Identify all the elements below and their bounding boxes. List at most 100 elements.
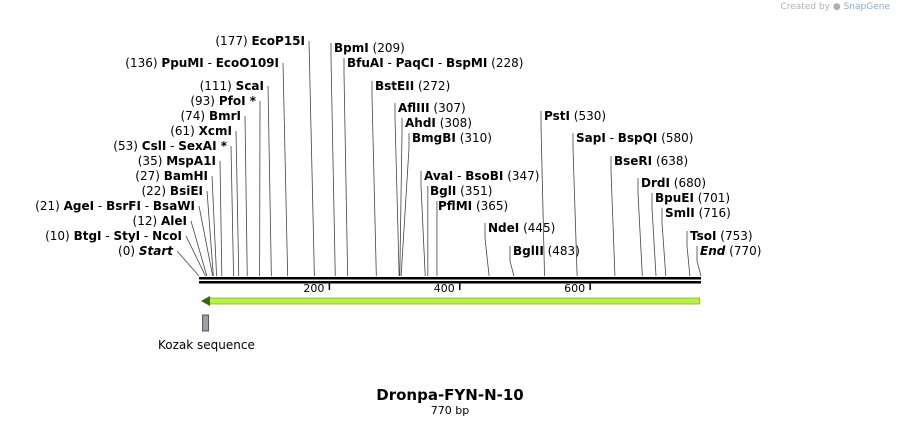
site-connector [211, 175, 218, 277]
site-label: AvaI - BsoBI (347) [424, 169, 539, 183]
site-label: BstEII (272) [375, 79, 450, 93]
site-connector [686, 231, 691, 277]
site-connector [190, 220, 208, 277]
site-enzyme-name: PaqCI [396, 56, 434, 70]
site-connector [235, 130, 240, 277]
site-bsiei: (22) BsiEI [141, 184, 214, 277]
site-bsteii: BstEII (272) [371, 79, 450, 277]
site-label: (22) BsiEI [141, 184, 203, 198]
site-afliii: AflIII (307) [394, 101, 466, 277]
site-label: (93) PfoI * [190, 94, 256, 108]
site-label: BpuEI (701) [655, 191, 730, 205]
site-xcmi: (61) XcmI [170, 124, 240, 277]
site-name-separator: - [606, 131, 618, 145]
site-pflmi: PflMI (365) [436, 199, 508, 276]
site-position: (27) [135, 169, 160, 183]
site-bmri: (74) BmrI [180, 109, 248, 277]
site-enzyme-name: BsrFI [106, 199, 141, 213]
site-name-separator: - [102, 229, 114, 243]
site-position: (136) [125, 56, 157, 70]
site-connector [308, 40, 315, 277]
site-position: (272) [418, 79, 450, 93]
site-position: (35) [138, 154, 163, 168]
site-name-separator: - [140, 229, 152, 243]
site-bseri: BseRI (638) [610, 154, 688, 277]
site-ecop15i: (177) EcoP15I [215, 34, 315, 277]
site-enzyme-name: BglI [430, 184, 456, 198]
site-position: (351) [460, 184, 492, 198]
site-name-separator: - [384, 56, 396, 70]
site-enzyme-name: BmrI [209, 109, 241, 123]
site-tsoi: TsoI (753) [686, 229, 753, 277]
axis-tick-label: 400 [434, 282, 455, 295]
site-enzyme-name: CslI [142, 139, 167, 153]
site-name-separator: - [141, 199, 153, 213]
site-enzyme-name: NdeI [488, 221, 519, 235]
site-enzyme-name: BpuEI [655, 191, 694, 205]
site-position: (716) [699, 206, 731, 220]
backbone-top-strand [199, 277, 701, 280]
site-connector [540, 111, 545, 277]
axis-tick-label: 600 [564, 282, 585, 295]
site-label: (53) CslI - SexAI * [113, 139, 227, 153]
site-label: (21) AgeI - BsrFI - BsaWI [35, 199, 195, 213]
site-position: (701) [698, 191, 730, 205]
site-alei: (12) AleI [133, 214, 208, 277]
site-label: SapI - BspQI (580) [576, 131, 693, 145]
site-enzyme-name: BpmI [334, 41, 369, 55]
site-connector [661, 208, 667, 277]
site-bamhi: (27) BamHI [135, 169, 218, 277]
site-connector [509, 246, 515, 277]
site-position: (483) [548, 244, 580, 258]
site-bmgbi: BmgBI (310) [400, 131, 492, 277]
site-enzyme-name: SexAI * [178, 139, 227, 153]
site-position: (638) [656, 154, 688, 168]
site-connector [219, 160, 223, 277]
site-enzyme-name: AvaI [424, 169, 453, 183]
site-position: (21) [35, 199, 60, 213]
site-enzyme-name: MspA1I [166, 154, 216, 168]
site-enzyme-name: AflIII [398, 101, 430, 115]
site-position: (580) [661, 131, 693, 145]
site-enzyme-name: BmgBI [412, 131, 456, 145]
site-bpuei: BpuEI (701) [651, 191, 730, 277]
site-enzyme-name: BsaWI [153, 199, 195, 213]
site-position: (12) [133, 214, 158, 228]
site-label: End (770) [700, 244, 761, 258]
site-avai: AvaI - BsoBI (347) [420, 169, 539, 277]
site-connector [343, 58, 349, 277]
brand-name: SnapGene [843, 2, 890, 12]
site-label: (111) ScaI [200, 79, 264, 93]
site-enzyme-name: Start [139, 244, 174, 258]
site-ahdi: AhdI (308) [399, 116, 472, 277]
site-connector [637, 178, 643, 277]
site-label: (177) EcoP15I [215, 34, 305, 48]
site-enzyme-name: SmlI [665, 206, 695, 220]
site-position: (53) [113, 139, 138, 153]
site-position: (0) [118, 244, 135, 258]
site-enzyme-name: PpuMI [161, 56, 203, 70]
site-label: NdeI (445) [488, 221, 555, 235]
site-csli: (53) CslI - SexAI * [113, 139, 234, 277]
site-label: PstI (530) [544, 109, 606, 123]
site-enzyme-name: PstI [544, 109, 570, 123]
site-connector [394, 103, 400, 277]
site-name-separator: - [166, 139, 178, 153]
site-name-separator: - [94, 199, 106, 213]
site-label: BseRI (638) [614, 154, 688, 168]
site-position: (61) [170, 124, 195, 138]
site-connector [282, 62, 289, 277]
site-connector [230, 145, 234, 277]
site-enzyme-name: PflMI [438, 199, 472, 213]
site-enzyme-name: BamHI [164, 169, 208, 183]
construct-name: Dronpa-FYN-N-10 [376, 386, 524, 404]
site-bfuai: BfuAI - PaqCI - BspMI (228) [343, 56, 523, 277]
site-position: (770) [729, 244, 761, 258]
site-enzyme-name: ScaI [236, 79, 264, 93]
site-enzyme-name: DrdI [641, 176, 670, 190]
site-name-separator: - [453, 169, 465, 183]
site-pfoi: (93) PfoI * [190, 94, 261, 277]
site-sapi: SapI - BspQI (580) [572, 131, 693, 277]
site-enzyme-name: BsoBI [465, 169, 503, 183]
